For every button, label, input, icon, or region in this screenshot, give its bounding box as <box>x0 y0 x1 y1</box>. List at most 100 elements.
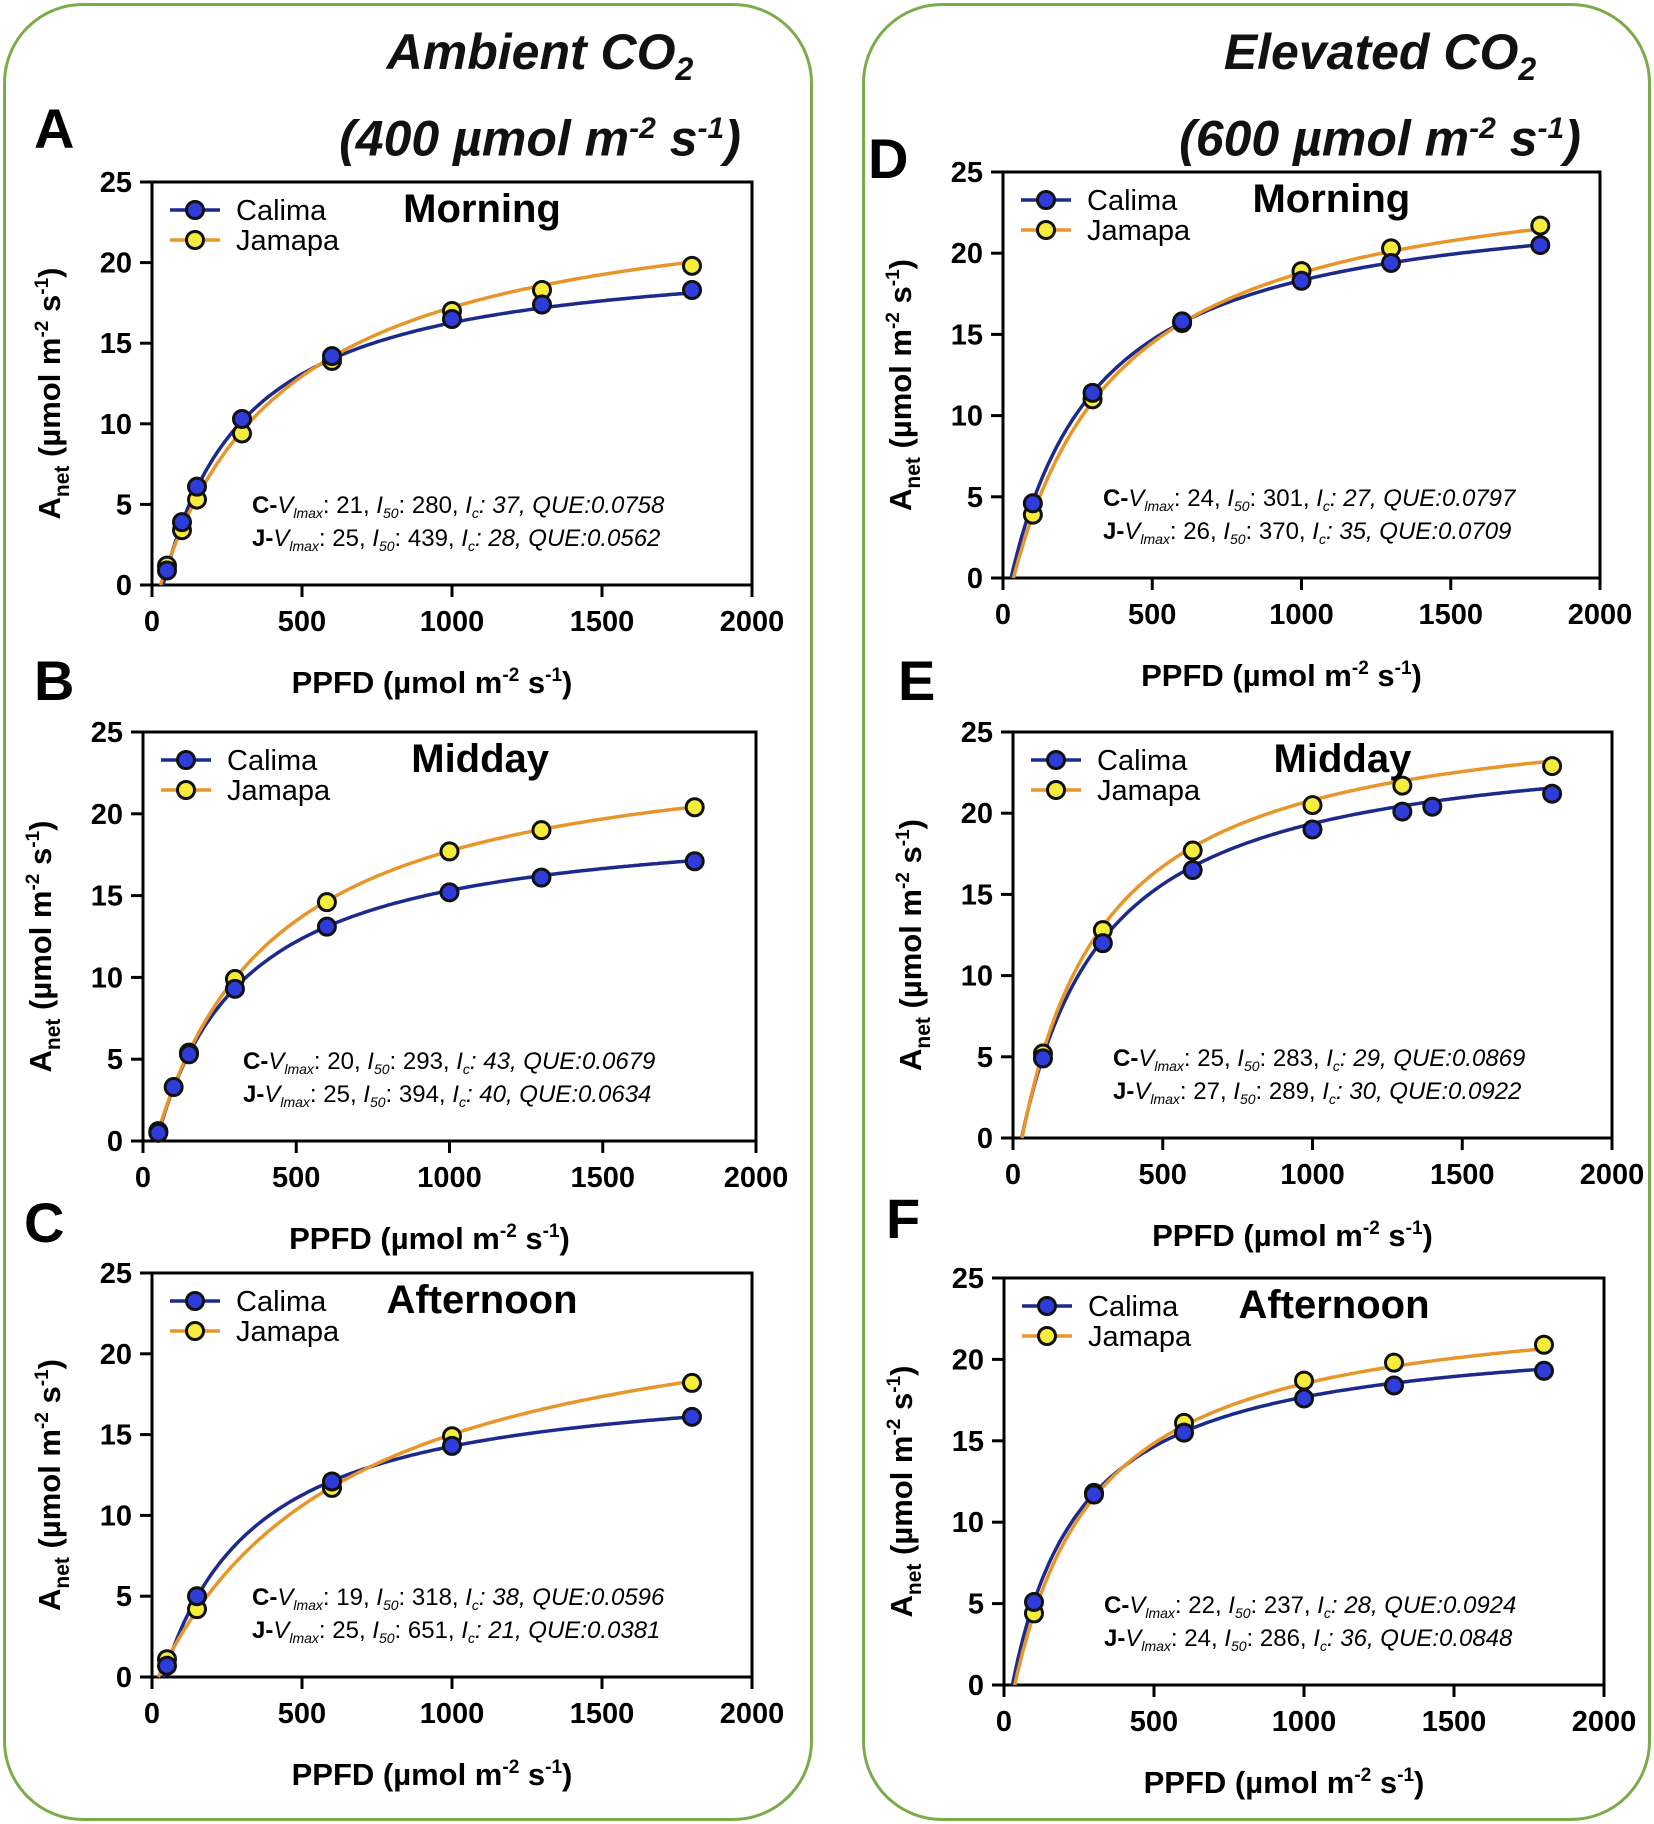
text-span: lmax <box>293 505 324 521</box>
y-tick-label: 20 <box>951 238 983 270</box>
text-span: 50 <box>383 505 399 521</box>
ambient-group-box <box>3 3 813 1821</box>
data-point-calima <box>148 1122 169 1143</box>
text-span: : 289, <box>1256 1078 1323 1105</box>
x-tick-label: 500 <box>272 1162 320 1194</box>
text-span: I <box>461 525 468 552</box>
data-point-calima <box>187 1586 207 1607</box>
text-span: -2 <box>1354 1765 1371 1786</box>
text-span: ) <box>562 1757 572 1792</box>
text-span: V <box>277 492 295 519</box>
data-point-calima <box>1084 1484 1104 1505</box>
text-span: 50 <box>1244 1058 1260 1074</box>
text-span: V <box>273 1617 291 1644</box>
text-span: V <box>1138 1045 1156 1072</box>
text-span: PPFD (µmol m <box>292 1757 503 1792</box>
text-span: : 40, QUE:0.0634 <box>466 1081 651 1108</box>
text-span: -1 <box>32 277 53 294</box>
y-tick-label: 5 <box>967 482 983 514</box>
legend-label-calima: Calima <box>1088 1291 1179 1323</box>
text-span: : 28, QUE:0.0924 <box>1331 1592 1516 1619</box>
text-span: C- <box>252 492 277 519</box>
text-span: -2 <box>32 1412 53 1429</box>
text-span: 50 <box>1231 1638 1247 1654</box>
x-tick-label: 500 <box>278 1698 326 1730</box>
text-span: net <box>903 1564 926 1596</box>
text-span: -1 <box>1406 1218 1423 1239</box>
data-point-jamapa <box>531 820 552 841</box>
legend-label-jamapa: Jamapa <box>236 1316 340 1348</box>
data-point-jamapa <box>439 841 460 862</box>
text-span: -2 <box>1363 1218 1380 1239</box>
text-span: I <box>1227 485 1234 512</box>
legend-marker-calima <box>185 1291 205 1311</box>
legend-label-jamapa: Jamapa <box>1087 215 1191 247</box>
text-span: C- <box>1103 485 1128 512</box>
data-point-calima <box>1542 783 1563 804</box>
text-span: : 370, <box>1246 518 1313 545</box>
text-span: : 286, <box>1247 1625 1314 1652</box>
text-span: net <box>51 1557 74 1589</box>
data-point-calima <box>1024 1591 1044 1612</box>
text-span: c <box>468 538 475 554</box>
text-span: ) <box>562 665 572 700</box>
text-span: -2 <box>502 1757 519 1778</box>
text-span: s <box>1380 1218 1406 1253</box>
text-span: PPFD (µmol m <box>1141 658 1352 693</box>
x-axis-label: PPFD (µmol m-2 s-1) <box>292 1757 573 1792</box>
y-tick-label: 0 <box>116 1662 132 1694</box>
text-span: 50 <box>1234 498 1250 514</box>
text-span: -1 <box>1395 658 1412 679</box>
text-span: : 318, <box>399 1584 466 1611</box>
text-span: : 28, QUE:0.0562 <box>475 525 660 552</box>
data-point-calima <box>684 851 705 872</box>
text-span: (µmol m <box>884 1436 919 1564</box>
text-span: 50 <box>1240 1091 1256 1107</box>
data-point-calima <box>163 1077 184 1098</box>
y-tick-label: 0 <box>977 1123 993 1155</box>
data-point-calima <box>1530 235 1551 256</box>
text-span: lmax <box>280 1094 311 1110</box>
panel-title: Midday <box>1274 737 1413 781</box>
x-tick-label: 1500 <box>1418 599 1483 631</box>
data-point-calima <box>1381 252 1402 273</box>
x-tick-label: 1000 <box>420 1698 485 1730</box>
fit-parameter-text: J-Vlmax: 25, I50: 394, Ic: 40, QUE:0.063… <box>243 1081 651 1110</box>
text-span: lmax <box>1144 498 1175 514</box>
legend-label-calima: Calima <box>1097 745 1188 777</box>
legend-marker-jamapa <box>176 780 196 800</box>
data-point-calima <box>322 346 342 367</box>
x-axis-label: PPFD (µmol m-2 s-1) <box>289 1221 570 1256</box>
fit-parameter-text: C-Vlmax: 20, I50: 293, Ic: 43, QUE:0.067… <box>243 1048 655 1077</box>
text-span: : 37, QUE:0.0758 <box>479 492 665 519</box>
text-span: lmax <box>289 538 320 554</box>
x-axis-label: PPFD (µmol m-2 s-1) <box>1141 658 1422 693</box>
data-point-calima <box>1384 1375 1404 1396</box>
text-span: A <box>884 1595 919 1617</box>
data-point-calima <box>439 882 460 903</box>
text-span: I <box>1228 1592 1235 1619</box>
y-axis-label: Anet (µmol m-2 s-1) <box>884 1366 926 1618</box>
x-tick-label: 2000 <box>1580 1159 1645 1191</box>
text-span: : 293, <box>390 1048 457 1075</box>
data-point-calima <box>224 978 245 999</box>
text-span: -1 <box>543 1221 560 1242</box>
fit-curve-jamapa <box>1020 759 1553 1139</box>
text-span: -2 <box>23 874 44 891</box>
fit-curve-jamapa <box>153 805 695 1142</box>
y-tick-label: 25 <box>952 1263 984 1295</box>
panel-letter-f: F <box>886 1187 921 1250</box>
text-span: : 19, <box>323 1584 376 1611</box>
y-tick-label: 20 <box>952 1344 984 1376</box>
y-axis-label: Anet (µmol m-2 s-1) <box>893 819 935 1071</box>
legend-marker-jamapa <box>1046 780 1066 800</box>
text-span: : 394, <box>386 1081 453 1108</box>
text-span: : 25, <box>319 1617 372 1644</box>
text-span: : 38, QUE:0.0596 <box>479 1584 665 1611</box>
fit-parameter-text: C-Vlmax: 25, I50: 283, Ic: 29, QUE:0.086… <box>1113 1045 1525 1074</box>
text-span: I <box>376 1584 383 1611</box>
legend-marker-calima <box>185 200 205 220</box>
fit-parameter-text: J-Vlmax: 25, I50: 439, Ic: 28, QUE:0.056… <box>252 525 660 554</box>
